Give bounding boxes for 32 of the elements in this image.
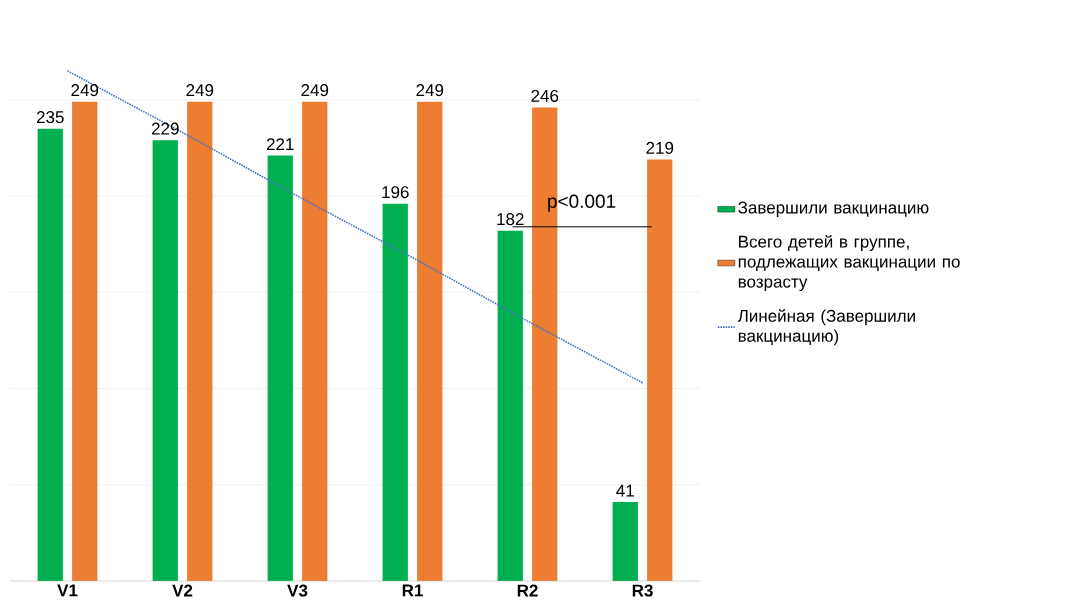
bar bbox=[37, 128, 63, 581]
x-tick-label: V3 bbox=[287, 584, 308, 597]
data-label: 219 bbox=[646, 141, 674, 154]
data-label: 229 bbox=[151, 122, 179, 135]
bar bbox=[497, 230, 523, 581]
legend-label: Завершили вакцинацию bbox=[738, 201, 929, 217]
x-tick-label: R3 bbox=[632, 584, 653, 597]
data-label: 249 bbox=[71, 84, 99, 97]
bar bbox=[612, 502, 638, 581]
bar bbox=[267, 155, 293, 581]
data-label: 246 bbox=[531, 89, 559, 102]
bar bbox=[302, 101, 328, 581]
data-label: 196 bbox=[382, 186, 409, 199]
data-label: 41 bbox=[616, 484, 634, 497]
data-label: 221 bbox=[266, 138, 294, 151]
legend-label: Всего детей в группе, подлежащих вакцинации по возрасту bbox=[738, 234, 960, 292]
data-label: 235 bbox=[36, 111, 64, 124]
bar bbox=[187, 101, 213, 581]
data-label: 249 bbox=[301, 84, 329, 97]
bar bbox=[382, 203, 408, 581]
data-label: 182 bbox=[497, 213, 524, 226]
x-tick-label: V1 bbox=[57, 584, 78, 597]
bar bbox=[152, 140, 178, 581]
x-tick-label: R2 bbox=[517, 584, 538, 597]
legend-label: Линейная (Завершили вакцинацию) bbox=[737, 309, 915, 346]
bar bbox=[72, 101, 98, 581]
bar bbox=[647, 159, 673, 581]
x-tick-label: R1 bbox=[402, 584, 423, 597]
x-tick-label: V2 bbox=[172, 584, 193, 597]
bar bbox=[417, 101, 443, 581]
data-label: 249 bbox=[416, 84, 444, 97]
data-label: 249 bbox=[186, 84, 214, 97]
